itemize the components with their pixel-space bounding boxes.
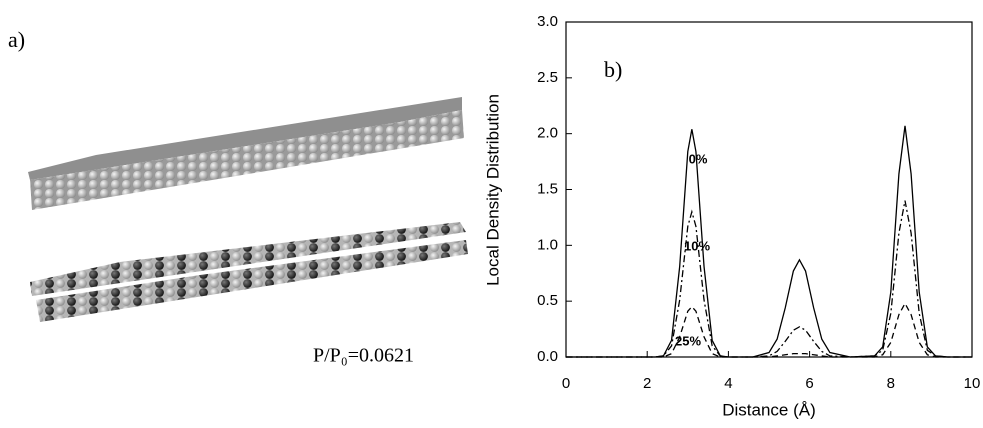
slab-top-surface [28,97,462,180]
y-tick-label: 0.5 [537,292,558,309]
molecular-rendering [28,97,468,322]
panel-label: a) [8,27,25,52]
y-tick-label: 0.0 [537,348,558,365]
y-tick-label: 2.0 [537,125,558,142]
series-label: 0% [689,151,708,166]
x-tick-label: 8 [887,375,895,392]
x-tick-label: 10 [964,375,981,392]
slab-layer-2 [36,240,468,322]
x-tick-label: 2 [643,375,651,392]
y-tick-label: 2.5 [537,69,558,86]
plot-frame [565,21,973,358]
y-axis-label: Local Density Distribution [483,94,502,286]
data-line [566,125,972,358]
y-tick-label: 3.0 [537,13,558,30]
x-axis-label: Distance (Å) [722,400,816,419]
data-line [566,200,972,358]
y-tick-label: 1.0 [537,236,558,253]
slab-top-layers [30,110,464,210]
x-tick-label: 0 [562,375,570,392]
series-label: 25% [675,333,701,348]
x-tick-label: 6 [805,375,813,392]
caption: P/P₀=0.0621 [313,345,414,367]
panel-label: b) [604,57,622,82]
y-tick-label: 1.5 [537,180,558,197]
slab-layer-1 [30,222,466,296]
x-tick-label: 4 [724,375,732,392]
series-label: 10% [684,238,710,253]
data-line [566,302,972,358]
